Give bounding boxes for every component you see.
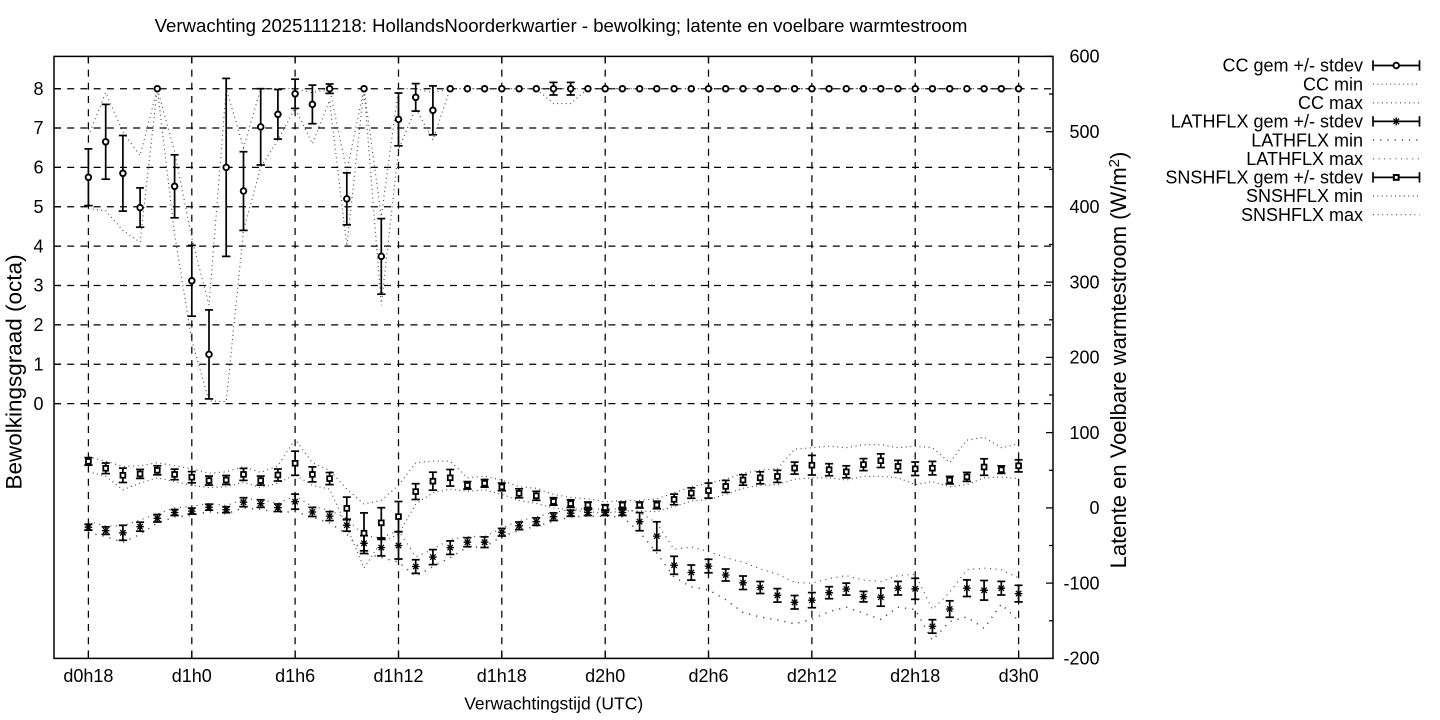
svg-text:-200: -200 (1063, 649, 1099, 669)
svg-text:d1h18: d1h18 (477, 666, 527, 686)
svg-text:400: 400 (1069, 197, 1099, 217)
svg-text:d2h0: d2h0 (585, 666, 625, 686)
svg-text:600: 600 (1069, 47, 1099, 67)
svg-text:Bewolkingsgraad (octa): Bewolkingsgraad (octa) (2, 254, 27, 489)
svg-text:d2h12: d2h12 (787, 666, 837, 686)
svg-text:0: 0 (1089, 498, 1099, 518)
svg-text:CC min: CC min (1303, 74, 1363, 94)
svg-text:0: 0 (33, 394, 43, 414)
svg-text:d1h0: d1h0 (172, 666, 212, 686)
svg-text:SNSHFLX gem +/- stdev: SNSHFLX gem +/- stdev (1165, 168, 1363, 188)
svg-text:1: 1 (33, 354, 43, 374)
svg-text:SNSHFLX min: SNSHFLX min (1246, 186, 1363, 206)
svg-text:4: 4 (33, 236, 43, 256)
svg-text:d2h6: d2h6 (688, 666, 728, 686)
svg-text:8: 8 (33, 79, 43, 99)
svg-text:LATHFLX min: LATHFLX min (1251, 130, 1363, 150)
svg-text:-100: -100 (1063, 573, 1099, 593)
svg-text:300: 300 (1069, 272, 1099, 292)
svg-text:6: 6 (33, 158, 43, 178)
svg-text:SNSHFLX max: SNSHFLX max (1241, 205, 1363, 225)
svg-text:100: 100 (1069, 423, 1099, 443)
svg-text:d1h6: d1h6 (275, 666, 315, 686)
svg-text:Verwachtingstijd (UTC): Verwachtingstijd (UTC) (464, 694, 643, 714)
svg-text:CC max: CC max (1298, 93, 1363, 113)
svg-text:LATHFLX gem +/- stdev: LATHFLX gem +/- stdev (1171, 112, 1363, 132)
svg-text:5: 5 (33, 197, 43, 217)
svg-text:2: 2 (33, 315, 43, 335)
svg-text:200: 200 (1069, 348, 1099, 368)
svg-text:Latente en Voelbare warmtestro: Latente en Voelbare warmtestroom (W/m2) (1106, 152, 1131, 569)
svg-text:d2h18: d2h18 (890, 666, 940, 686)
svg-text:d0h18: d0h18 (63, 666, 113, 686)
svg-text:Verwachting 2025111218: Hollan: Verwachting 2025111218: HollandsNoorderk… (155, 15, 968, 36)
svg-text:500: 500 (1069, 122, 1099, 142)
svg-text:7: 7 (33, 118, 43, 138)
svg-text:3: 3 (33, 276, 43, 296)
svg-text:d1h12: d1h12 (373, 666, 423, 686)
svg-text:LATHFLX max: LATHFLX max (1246, 149, 1363, 169)
svg-text:d3h0: d3h0 (999, 666, 1039, 686)
svg-text:CC gem +/- stdev: CC gem +/- stdev (1222, 56, 1363, 76)
